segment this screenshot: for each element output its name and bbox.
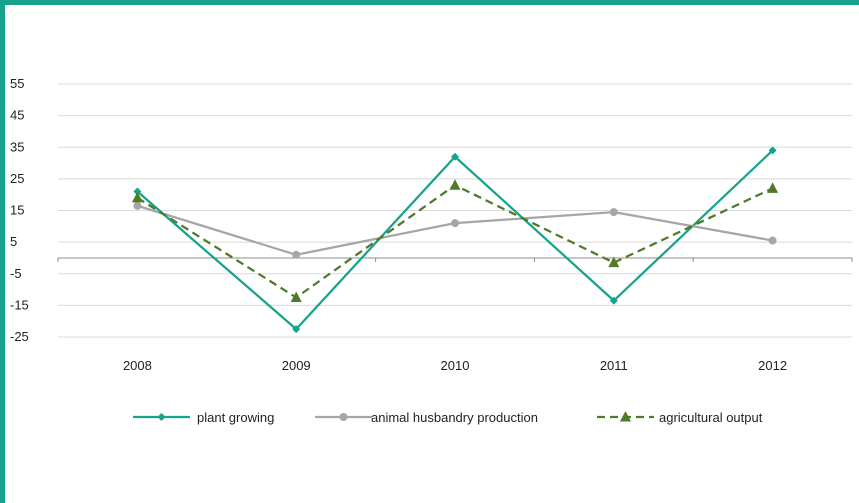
legend: plant growing animal husbandry production… bbox=[133, 410, 763, 425]
data-point bbox=[133, 201, 142, 210]
x-tick-label: 2008 bbox=[123, 358, 152, 373]
data-point bbox=[768, 236, 777, 245]
legend-label: agricultural output bbox=[659, 410, 763, 425]
x-tick-label: 2010 bbox=[441, 358, 470, 373]
data-point bbox=[767, 182, 779, 193]
y-tick-label: -25 bbox=[10, 329, 29, 344]
gridlines bbox=[58, 83, 852, 338]
axes bbox=[57, 257, 853, 262]
data-point bbox=[609, 296, 618, 305]
x-axis-ticks: 2008 2009 2010 2011 2012 bbox=[123, 358, 787, 373]
series-agricultural-output bbox=[131, 179, 779, 302]
data-point bbox=[292, 325, 301, 334]
series-lines bbox=[131, 146, 779, 334]
y-tick-label: -5 bbox=[10, 266, 22, 281]
data-point bbox=[451, 152, 459, 161]
y-tick-label: 55 bbox=[10, 76, 24, 91]
data-point bbox=[451, 219, 459, 228]
y-tick-label: 25 bbox=[10, 171, 24, 186]
y-tick-label: 35 bbox=[10, 139, 24, 154]
y-tick-label: 15 bbox=[10, 203, 24, 218]
data-point bbox=[609, 208, 618, 217]
series-plant-growing bbox=[133, 146, 777, 334]
data-point bbox=[133, 187, 142, 196]
series-line bbox=[137, 204, 773, 256]
y-axis-ticks: 55 45 35 25 15 5 -5 -15 -25 bbox=[10, 76, 29, 344]
legend-marker bbox=[339, 413, 348, 421]
legend-marker bbox=[157, 413, 166, 421]
y-tick-label: 5 bbox=[10, 234, 17, 249]
series-animal-husbandry-production bbox=[133, 201, 777, 259]
series-line bbox=[136, 149, 774, 331]
x-tick-label: 2009 bbox=[282, 358, 311, 373]
y-tick-label: -15 bbox=[10, 297, 29, 312]
x-tick-label: 2011 bbox=[600, 358, 628, 373]
legend-marker bbox=[620, 411, 631, 422]
y-tick-label: 45 bbox=[10, 108, 24, 123]
data-point bbox=[131, 191, 143, 203]
legend-label: plant growing bbox=[197, 410, 274, 425]
legend-item: agricultural output bbox=[597, 410, 763, 425]
x-tick-label: 2012 bbox=[758, 358, 787, 373]
legend-item: plant growing bbox=[133, 410, 274, 425]
data-point bbox=[292, 250, 301, 259]
data-point bbox=[290, 291, 302, 302]
data-point bbox=[608, 256, 620, 268]
legend-item: animal husbandry production bbox=[315, 410, 538, 425]
data-point bbox=[768, 146, 777, 155]
data-point bbox=[449, 179, 461, 190]
legend-label: animal husbandry production bbox=[371, 410, 538, 425]
